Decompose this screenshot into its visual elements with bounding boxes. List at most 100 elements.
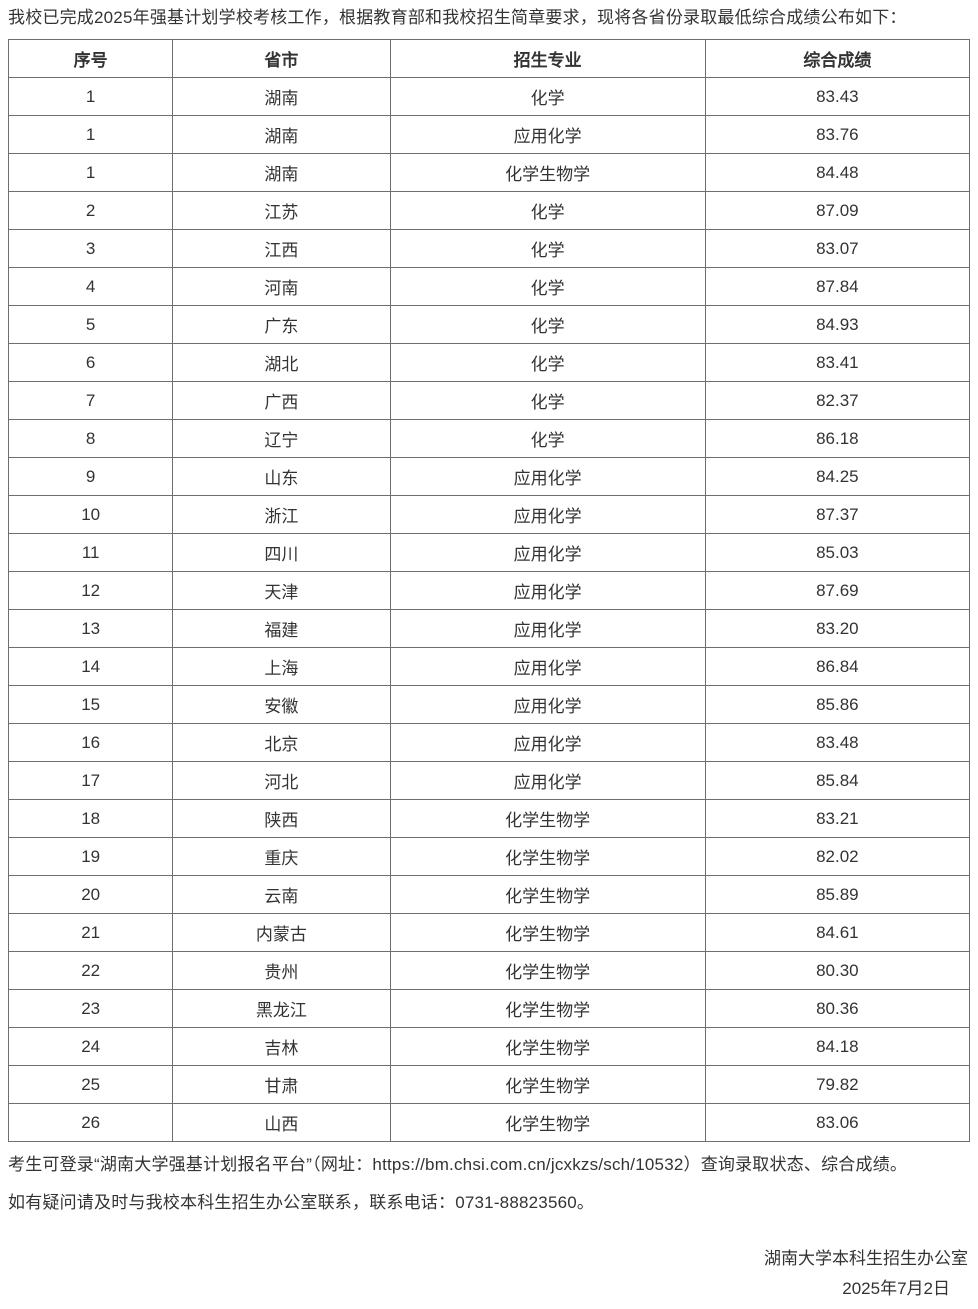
table-cell-index: 17 <box>7 761 174 800</box>
table-cell-index: 9 <box>7 457 174 496</box>
table-cell-major: 化学 <box>389 305 706 344</box>
table-cell-province: 山西 <box>172 1103 391 1142</box>
table-row: 3 江西 化学 83.07 <box>7 229 971 268</box>
score-table: 序号 省市 招生专业 综合成绩 1 湖南 化学 83.43 1 湖南 应用化学 83.76 1 湖… <box>7 39 971 1142</box>
header-row: 序号 省市 招生专业 综合成绩 <box>7 39 971 78</box>
footer-note-contact: 如有疑问请及时与我校本科生招生办公室联系，联系电话：0731-88823560。 <box>8 1193 595 1212</box>
table-row: 11 四川 应用化学 85.03 <box>7 533 971 572</box>
table-row: 9 山东 应用化学 84.25 <box>7 457 971 496</box>
table-cell-major: 化学 <box>389 229 706 268</box>
table-cell-index: 6 <box>7 343 174 382</box>
table-cell-index: 8 <box>7 419 174 458</box>
header-cell-province: 省市 <box>172 39 391 78</box>
table-cell-index: 15 <box>7 685 174 724</box>
signature-date: 2025年7月2日 <box>842 1279 950 1298</box>
table-cell-province: 贵州 <box>172 951 391 990</box>
table-cell-score: 87.37 <box>704 495 971 534</box>
table-cell-major: 应用化学 <box>389 571 706 610</box>
table-cell-score: 80.36 <box>704 989 971 1028</box>
table-cell-province: 北京 <box>172 723 391 762</box>
table-cell-index: 19 <box>7 837 174 876</box>
table-cell-score: 83.21 <box>704 799 971 838</box>
table-cell-province: 湖南 <box>172 153 391 192</box>
table-cell-major: 应用化学 <box>389 495 706 534</box>
table-cell-major: 应用化学 <box>389 647 706 686</box>
table-row: 13 福建 应用化学 83.20 <box>7 609 971 648</box>
table-cell-province: 黑龙江 <box>172 989 391 1028</box>
table-cell-index: 1 <box>7 153 174 192</box>
table-cell-major: 化学生物学 <box>389 837 706 876</box>
table-cell-province: 湖北 <box>172 343 391 382</box>
table-cell-index: 10 <box>7 495 174 534</box>
table-cell-score: 85.89 <box>704 875 971 914</box>
table-cell-score: 80.30 <box>704 951 971 990</box>
table-cell-province: 江苏 <box>172 191 391 230</box>
table-row: 22 贵州 化学生物学 80.30 <box>7 951 971 990</box>
table-cell-index: 4 <box>7 267 174 306</box>
table-cell-score: 83.06 <box>704 1103 971 1142</box>
table-cell-major: 化学 <box>389 191 706 230</box>
table-row: 16 北京 应用化学 83.48 <box>7 723 971 762</box>
table-cell-index: 16 <box>7 723 174 762</box>
table-cell-major: 化学生物学 <box>389 1065 706 1104</box>
table-cell-index: 12 <box>7 571 174 610</box>
table-cell-province: 内蒙古 <box>172 913 391 952</box>
table-cell-score: 82.02 <box>704 837 971 876</box>
table-cell-major: 化学生物学 <box>389 799 706 838</box>
table-cell-score: 83.43 <box>704 77 971 116</box>
table-cell-major: 化学 <box>389 267 706 306</box>
table-cell-major: 化学 <box>389 77 706 116</box>
table-cell-major: 应用化学 <box>389 761 706 800</box>
table-cell-province: 陕西 <box>172 799 391 838</box>
table-cell-major: 化学生物学 <box>389 1027 706 1066</box>
table-cell-index: 2 <box>7 191 174 230</box>
table-cell-index: 7 <box>7 381 174 420</box>
table-cell-score: 85.03 <box>704 533 971 572</box>
table-cell-score: 83.41 <box>704 343 971 382</box>
table-cell-province: 云南 <box>172 875 391 914</box>
table-row: 7 广西 化学 82.37 <box>7 381 971 420</box>
header-cell-score: 综合成绩 <box>704 39 971 78</box>
table-cell-index: 23 <box>7 989 174 1028</box>
score-table-header: 序号 省市 招生专业 综合成绩 <box>7 39 971 78</box>
table-row: 23 黑龙江 化学生物学 80.36 <box>7 989 971 1028</box>
table-cell-province: 广东 <box>172 305 391 344</box>
table-row: 6 湖北 化学 83.41 <box>7 343 971 382</box>
table-cell-province: 四川 <box>172 533 391 572</box>
table-cell-province: 广西 <box>172 381 391 420</box>
table-cell-score: 86.18 <box>704 419 971 458</box>
table-cell-major: 应用化学 <box>389 685 706 724</box>
table-cell-province: 辽宁 <box>172 419 391 458</box>
table-cell-major: 应用化学 <box>389 115 706 154</box>
table-row: 12 天津 应用化学 87.69 <box>7 571 971 610</box>
table-cell-score: 83.07 <box>704 229 971 268</box>
table-cell-score: 84.93 <box>704 305 971 344</box>
table-cell-major: 化学生物学 <box>389 913 706 952</box>
table-cell-index: 24 <box>7 1027 174 1066</box>
table-cell-score: 84.18 <box>704 1027 971 1066</box>
table-cell-province: 浙江 <box>172 495 391 534</box>
table-cell-major: 化学生物学 <box>389 989 706 1028</box>
signature-office: 湖南大学本科生招生办公室 <box>764 1249 968 1268</box>
table-row: 1 湖南 应用化学 83.76 <box>7 115 971 154</box>
table-cell-province: 吉林 <box>172 1027 391 1066</box>
table-cell-province: 江西 <box>172 229 391 268</box>
table-row: 17 河北 应用化学 85.84 <box>7 761 971 800</box>
table-cell-score: 85.86 <box>704 685 971 724</box>
intro-paragraph: 我校已完成2025年强基计划学校考核工作，根据教育部和我校招生简章要求，现将各省… <box>8 8 907 27</box>
table-cell-index: 1 <box>7 77 174 116</box>
signature-block: 湖南大学本科生招生办公室 2025年7月2日 <box>8 1244 970 1304</box>
table-cell-major: 应用化学 <box>389 609 706 648</box>
table-cell-province: 湖南 <box>172 115 391 154</box>
table-cell-index: 1 <box>7 115 174 154</box>
table-cell-index: 21 <box>7 913 174 952</box>
header-cell-major: 招生专业 <box>389 39 706 78</box>
table-cell-score: 84.61 <box>704 913 971 952</box>
table-row: 2 江苏 化学 87.09 <box>7 191 971 230</box>
table-row: 8 辽宁 化学 86.18 <box>7 419 971 458</box>
table-cell-major: 化学生物学 <box>389 875 706 914</box>
table-cell-index: 3 <box>7 229 174 268</box>
table-cell-major: 化学生物学 <box>389 153 706 192</box>
table-cell-province: 河北 <box>172 761 391 800</box>
table-cell-index: 5 <box>7 305 174 344</box>
